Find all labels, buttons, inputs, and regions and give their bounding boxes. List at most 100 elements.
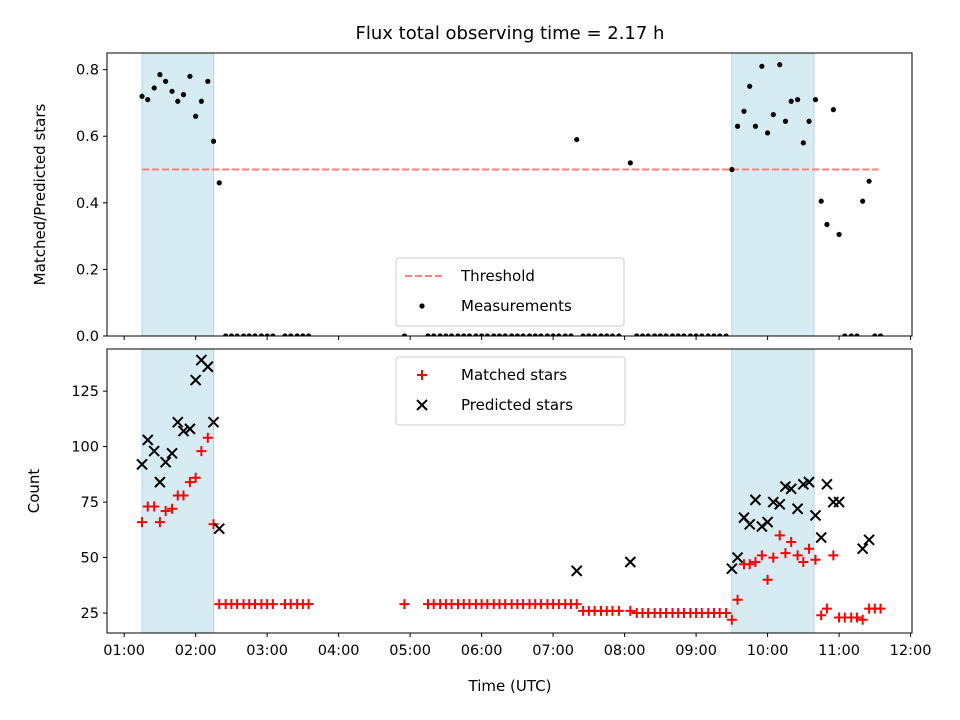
data-point [491,333,497,336]
data-point [639,333,646,336]
series-dot [139,62,884,336]
legend-x-swatch [416,399,428,411]
data-point [228,333,234,336]
data-point [598,333,604,336]
x-tick-label: 10:00 [747,643,789,659]
data-point [875,603,886,614]
data-point [777,62,783,68]
data-point [484,333,490,336]
data-point [856,542,869,555]
data-point [437,333,443,336]
data-point [455,333,461,336]
data-point [764,130,771,136]
data-point [681,333,687,336]
legend-label: Matched stars [461,366,567,384]
data-point [824,221,830,228]
data-point [809,509,822,522]
data-point [877,333,884,336]
data-point [711,333,717,336]
data-point [604,333,610,336]
data-point [723,333,729,336]
data-point [821,603,832,614]
data-point [857,614,868,625]
data-point [815,531,827,544]
series-x [136,354,875,577]
data-point [288,333,294,336]
data-point [461,333,467,336]
data-point [479,333,485,336]
data-point [818,198,824,204]
data-point [538,333,544,336]
data-point [750,557,761,567]
data-point [851,612,862,623]
data-point [240,333,247,336]
data-point [729,166,735,173]
data-point [520,333,526,336]
data-point [187,73,193,79]
data-point [401,333,408,336]
x-tick-label: 07:00 [532,643,574,659]
data-point [252,333,258,336]
data-point [762,574,773,585]
data-point [586,333,592,336]
data-point [234,333,240,336]
y-tick-label: 0.4 [76,196,99,212]
data-point [804,543,815,554]
data-point [246,333,252,336]
data-point [502,333,508,336]
legend-label: Threshold [460,267,535,285]
data-point [759,63,765,69]
data-point [693,333,699,336]
data-point [136,458,148,471]
data-point [160,505,171,516]
data-point [202,361,214,373]
data-point [721,608,732,619]
data-point [514,333,520,336]
plot-area [139,53,884,336]
data-point [151,85,157,91]
data-point [866,178,872,184]
data-point [496,333,503,336]
data-point [625,605,636,616]
data-point [842,333,848,336]
data-point [675,333,681,336]
data-point [828,550,839,561]
data-point [270,333,276,336]
data-point [795,97,801,103]
data-point [443,333,449,336]
data-point [854,333,860,336]
legend-plus-swatch [417,370,427,380]
data-point [591,333,598,336]
data-point [544,333,550,336]
data-point [137,517,148,528]
data-point [267,599,278,610]
data-point [178,490,189,501]
data-point [830,107,836,113]
data-point [562,333,568,336]
data-point [741,108,747,114]
y-tick-label: 25 [81,606,99,622]
data-point [571,599,582,610]
data-point [756,550,767,561]
y-tick-label: 0.0 [76,329,99,345]
x-tick-label: 01:00 [103,643,145,659]
data-point [821,478,833,491]
data-point [184,477,195,488]
data-point [556,333,562,336]
data-point [627,160,633,166]
legend-box [395,257,625,327]
legend: Matched stars Predicted stars [395,356,626,426]
plot-area [136,349,886,633]
data-point [166,447,178,459]
data-point [145,97,151,103]
y-tick-label: 0.8 [76,63,99,79]
data-point [157,72,163,78]
data-point [812,97,819,103]
data-point [190,472,201,483]
data-point [732,594,743,605]
data-point [149,501,160,512]
data-point [163,78,169,84]
data-point [425,333,431,336]
data-point [448,333,455,336]
data-point [216,180,222,186]
